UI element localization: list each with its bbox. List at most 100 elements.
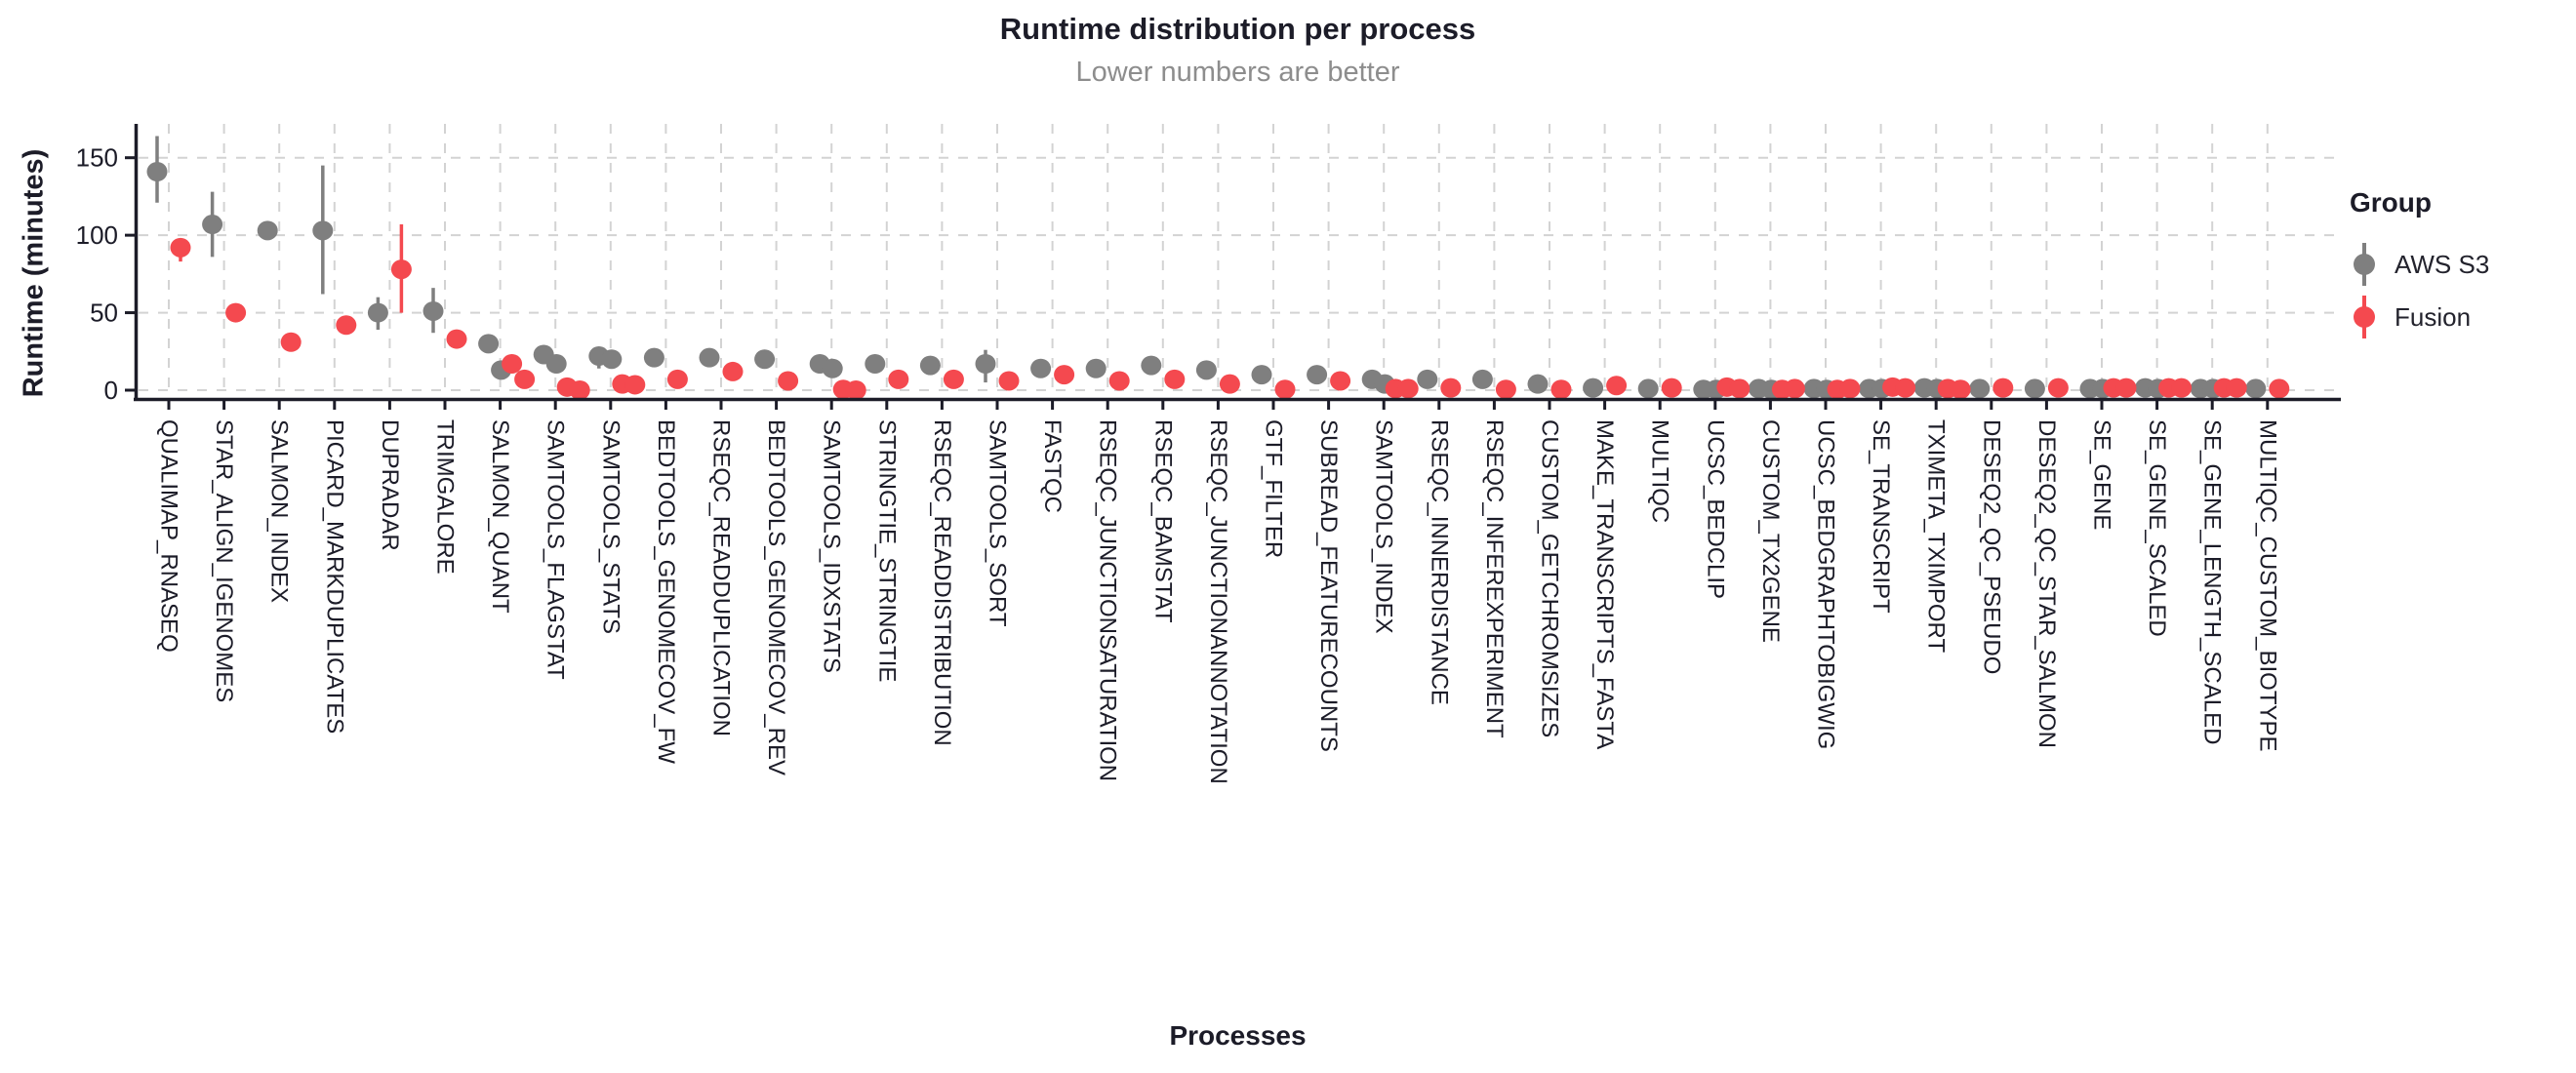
x-label-RSEQC_INNERDISTANCE: RSEQC_INNERDISTANCE [1426,419,1452,705]
x-label-MAKE_TRANSCRIPTS_FASTA: MAKE_TRANSCRIPTS_FASTA [1591,419,1618,749]
x-label-PICARD_MARKDUPLICATES: PICARD_MARKDUPLICATES [321,419,347,734]
point2-fusion-SE_TRANSCRIPT [1895,378,1916,398]
x-label-CUSTOM_GETCHROMSIZES: CUSTOM_GETCHROMSIZES [1537,419,1563,737]
point2-fusion-SE_GENE [2115,378,2137,398]
point-aws-RSEQC_JUNCTIONANNOTATION [1195,360,1217,380]
x-label-GTF_FILTER: GTF_FILTER [1261,419,1287,558]
point-aws-RSEQC_INFEREXPERIMENT [1471,369,1493,389]
x-label-FASTQC: FASTQC [1039,419,1066,513]
point2-fusion-UCSC_BEDGRAPHTOBIGWIG [1839,378,1861,399]
x-label-UCSC_BEDCLIP: UCSC_BEDCLIP [1702,419,1728,599]
point2-aws-SAMTOOLS_IDXSTATS [822,358,843,378]
point-aws-SALMON_QUANT [478,334,500,354]
x-label-SALMON_QUANT: SALMON_QUANT [487,419,513,614]
point-aws-SUBREAD_FEATURECOUNTS [1307,365,1328,385]
point2-fusion-SAMTOOLS_IDXSTATS [845,380,866,400]
point-fusion-RSEQC_JUNCTIONSATURATION [1108,371,1130,391]
point-fusion-RSEQC_JUNCTIONANNOTATION [1219,374,1240,394]
point-aws-BEDTOOLS_GENOMECOV_REV [754,349,776,370]
x-label-SE_GENE_LENGTH_SCALED: SE_GENE_LENGTH_SCALED [2199,419,2226,744]
point-fusion-DESEQ2_QC_PSEUDO [1992,378,2014,398]
point-aws-CUSTOM_GETCHROMSIZES [1527,374,1549,394]
point2-aws-SAMTOOLS_FLAGSTAT [545,353,567,374]
x-label-CUSTOM_TX2GENE: CUSTOM_TX2GENE [1757,419,1784,643]
x-label-BEDTOOLS_GENOMECOV_REV: BEDTOOLS_GENOMECOV_REV [763,419,789,775]
x-label-BEDTOOLS_GENOMECOV_FW: BEDTOOLS_GENOMECOV_FW [653,419,679,764]
point-aws-RSEQC_BAMSTAT [1141,355,1162,376]
y-gridlines [139,156,2340,391]
point2-fusion-SE_GENE_LENGTH_SCALED [2226,378,2247,398]
x-label-SUBREAD_FEATURECOUNTS: SUBREAD_FEATURECOUNTS [1315,419,1342,752]
x-label-SALMON_INDEX: SALMON_INDEX [266,419,293,603]
point-fusion-FASTQC [1054,365,1075,385]
x-label-SE_TRANSCRIPT: SE_TRANSCRIPT [1868,419,1894,614]
point-fusion-BEDTOOLS_GENOMECOV_FW [666,369,688,389]
x-label-RSEQC_INFEREXPERIMENT: RSEQC_INFEREXPERIMENT [1481,419,1508,738]
point-aws-STAR_ALIGN_IGENOMES [202,215,223,235]
x-label-DUPRADAR: DUPRADAR [377,419,403,551]
series-aws-s3 [146,136,2267,400]
point-fusion-RSEQC_READDISTRIBUTION [943,369,964,389]
point-fusion-MULTIQC_CUSTOM_BIOTYPE [2269,378,2290,399]
legend: Group AWS S3 Fusion [2350,187,2489,345]
point2-fusion-SE_GENE_SCALED [2171,378,2193,398]
axes [134,124,2341,402]
y-tick-label-50: 50 [90,298,118,328]
point-aws-DESEQ2_QC_PSEUDO [1969,378,1991,399]
x-label-DESEQ2_QC_STAR_SALMON: DESEQ2_QC_STAR_SALMON [2033,419,2060,748]
point2-aws-SAMTOOLS_STATS [601,349,623,370]
point2-fusion-SALMON_QUANT [514,369,536,389]
x-label-SE_GENE_SCALED: SE_GENE_SCALED [2144,419,2170,637]
x-label-TXIMETA_TXIMPORT: TXIMETA_TXIMPORT [1923,419,1950,653]
point-fusion-BEDTOOLS_GENOMECOV_REV [778,371,799,391]
pointrange-glyph-aws-s3-icon [2354,243,2375,286]
point-aws-MULTIQC [1637,378,1659,399]
point-fusion-TRIMGALORE [446,329,467,349]
point-fusion-STRINGTIE_STRINGTIE [888,369,909,389]
point2-fusion-SAMTOOLS_STATS [624,375,646,395]
legend-item-aws-s3: AWS S3 [2350,240,2489,289]
point-fusion-MAKE_TRANSCRIPTS_FASTA [1606,376,1628,396]
point-fusion-SAMTOOLS_SORT [998,371,1020,391]
x-label-MULTIQC_CUSTOM_BIOTYPE: MULTIQC_CUSTOM_BIOTYPE [2254,419,2280,752]
pointrange-glyph-fusion-icon [2354,296,2375,338]
point-aws-RSEQC_READDISTRIBUTION [919,355,941,376]
point-aws-RSEQC_INNERDISTANCE [1417,369,1438,389]
point-aws-FASTQC [1030,358,1052,378]
point2-fusion-UCSC_BEDCLIP [1729,378,1751,399]
legend-item-fusion: Fusion [2350,293,2489,341]
x-label-UCSC_BEDGRAPHTOBIGWIG: UCSC_BEDGRAPHTOBIGWIG [1813,419,1839,749]
x-label-RSEQC_BAMSTAT: RSEQC_BAMSTAT [1149,419,1176,623]
point-aws-GTF_FILTER [1251,365,1272,385]
series-fusion [170,224,2290,400]
x-label-STAR_ALIGN_IGENOMES: STAR_ALIGN_IGENOMES [211,419,237,702]
x-gridlines [168,124,2269,397]
point-fusion-RSEQC_INFEREXPERIMENT [1495,379,1516,400]
point-fusion-SALMON_INDEX [280,332,302,352]
point-fusion-QUALIMAP_RNASEQ [170,237,191,258]
point-fusion-SUBREAD_FEATURECOUNTS [1330,371,1351,391]
point-fusion-DUPRADAR [390,259,412,280]
point-aws-PICARD_MARKDUPLICATES [312,220,334,241]
point-aws-TRIMGALORE [423,300,444,321]
x-axis-ticks: QUALIMAP_RNASEQ STAR_ALIGN_IGENOMES SALMON… [156,400,2280,784]
point-fusion-DESEQ2_QC_STAR_SALMON [2047,378,2069,398]
y-tick-label-150: 150 [76,143,118,173]
point-fusion-RSEQC_READDUPLICATION [722,361,744,381]
legend-label-fusion: Fusion [2395,301,2472,332]
x-label-RSEQC_READDISTRIBUTION: RSEQC_READDISTRIBUTION [929,419,955,746]
x-label-QUALIMAP_RNASEQ: QUALIMAP_RNASEQ [156,419,182,653]
point2-fusion-SAMTOOLS_INDEX [1397,378,1419,399]
y-tick-label-100: 100 [76,220,118,250]
point-fusion-PICARD_MARKDUPLICATES [336,315,357,336]
x-label-SAMTOOLS_FLAGSTAT: SAMTOOLS_FLAGSTAT [543,419,569,680]
point-fusion-SALMON_QUANT [502,353,523,374]
y-axis-ticks: 0 50 100 150 [76,143,136,405]
x-label-STRINGTIE_STRINGTIE: STRINGTIE_STRINGTIE [873,419,900,682]
x-label-SAMTOOLS_INDEX: SAMTOOLS_INDEX [1371,419,1397,634]
x-label-RSEQC_JUNCTIONANNOTATION: RSEQC_JUNCTIONANNOTATION [1205,419,1231,784]
x-label-TRIMGALORE: TRIMGALORE [432,419,459,575]
legend-label-aws-s3: AWS S3 [2395,249,2490,279]
x-label-MULTIQC: MULTIQC [1647,419,1673,523]
